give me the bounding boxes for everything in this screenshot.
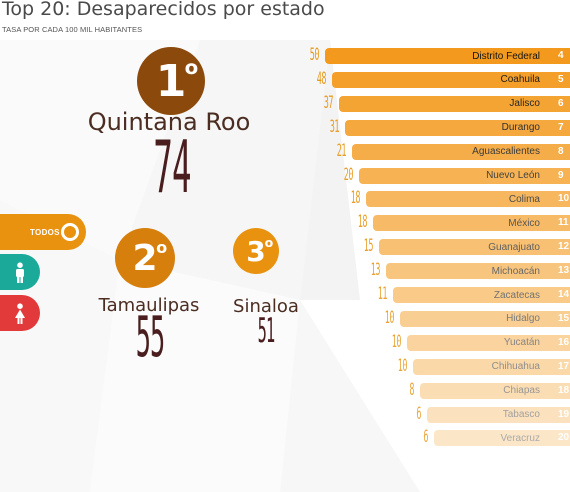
ranking-row-value: 31 [330, 116, 340, 137]
ranking-row-state: Hidalgo [506, 313, 540, 325]
ranking-row-bar[interactable]: Guanajuato [379, 239, 570, 256]
rank-3-value: 51 [257, 311, 276, 351]
male-person-icon [16, 262, 24, 283]
ranking-row-bar[interactable]: Tabasco [427, 406, 570, 423]
page-title: Top 20: Desaparecidos por estado [2, 0, 325, 20]
ranking-row-value: 18 [350, 188, 361, 209]
filter-male-tab[interactable] [0, 254, 40, 290]
ranking-row-value: 10 [384, 307, 395, 328]
ranking-row-state: Aguascalientes [472, 146, 540, 158]
ranking-row-state: México [508, 217, 540, 229]
ranking-row-rank: 15 [558, 312, 570, 324]
ranking-row-state: Chihuahua [491, 361, 540, 373]
ranking-row-bar[interactable]: Hidalgo [399, 310, 570, 327]
ranking-row-state: Tabasco [502, 409, 540, 420]
rank-2-number: 2 [132, 237, 158, 279]
ranking-row-rank: 16 [558, 336, 570, 348]
filter-todos-label: TODOS [30, 228, 60, 237]
ranking-row-bar[interactable]: Michoacán [386, 263, 570, 280]
ranking-row-state: Zacatecas [493, 289, 540, 301]
ranking-row-bar[interactable]: Distrito Federal [325, 48, 570, 64]
ranking-row-state: Jalisco [509, 98, 540, 110]
ranking-row-value: 37 [323, 92, 333, 113]
ranking-row-bar[interactable]: Aguascalientes [352, 143, 570, 160]
ranking-row-bar[interactable]: Jalisco [338, 95, 570, 112]
ranking-row-rank: 18 [558, 384, 570, 396]
ranking-row-rank: 20 [558, 432, 570, 444]
ranking-row-state: Coahuila [500, 74, 540, 86]
ranking-row-value: 8 [409, 379, 415, 400]
ranking-row-value: 50 [309, 45, 320, 65]
filter-todos-tab[interactable]: TODOS [0, 214, 86, 250]
ranking-row-rank: 19 [558, 408, 570, 420]
rank-1-state: Quintana Roo [87, 108, 251, 136]
ranking-row-value: 18 [357, 212, 367, 233]
rank-1-number: 1 [155, 55, 187, 107]
ranking-row-rank: 11 [558, 217, 569, 229]
ranking-row-bar[interactable]: Yucatán [406, 334, 570, 351]
ranking-row-state: Veracruz [500, 432, 540, 444]
ranking-row-value: 21 [336, 140, 347, 161]
ranking-row-value: 10 [391, 331, 401, 352]
ranking-row-bar[interactable]: Chiapas [420, 382, 570, 399]
ranking-row-state: Durango [501, 122, 540, 134]
ranking-row-value: 6 [416, 403, 421, 424]
rank-3-state: Sinaloa [233, 296, 299, 317]
ranking-row-bar[interactable]: Chihuahua [413, 358, 570, 375]
ranking-row-state: Guanajuato [488, 241, 540, 253]
rank-2-state: Tamaulipas [98, 295, 200, 316]
ranking-row-rank: 5 [558, 73, 564, 85]
ranking-row-value: 48 [316, 68, 327, 89]
ranking-row-rank: 17 [558, 360, 570, 372]
ranking-row-bar[interactable]: Nuevo León [359, 167, 570, 184]
ranking-row-value: 13 [370, 260, 381, 281]
ranking-row-rank: 4 [558, 50, 564, 61]
rank-1-ordinal: o [184, 56, 199, 80]
ranking-row-rank: 9 [558, 169, 564, 181]
ranking-row-rank: 6 [558, 97, 564, 109]
ranking-row-value: 10 [398, 355, 408, 376]
rank-1-value: 74 [153, 125, 191, 209]
ranking-row-rank: 14 [558, 289, 570, 300]
ranking-row-bar[interactable]: Zacatecas [393, 287, 570, 303]
rank-3-ordinal: o [264, 235, 274, 251]
ranking-row-bar[interactable]: México [372, 215, 570, 232]
ranking-row-value: 11 [377, 284, 388, 304]
rank-2-value: 55 [135, 305, 165, 370]
ranking-row-bar[interactable]: Veracruz [433, 430, 570, 447]
ranking-row-state: Michoacán [491, 265, 540, 277]
ranking-row-state: Distrito Federal [472, 50, 540, 62]
filter-female-tab[interactable] [0, 295, 40, 331]
ranking-row-state: Colima [508, 193, 540, 205]
ranking-row-state: Nuevo León [486, 170, 540, 181]
ranking-row-rank: 8 [558, 145, 564, 157]
ranking-row-value: 15 [364, 236, 374, 257]
selected-circle-icon [61, 223, 79, 241]
ranking-row-bar[interactable]: Coahuila [331, 71, 570, 88]
ranking-row-state: Yucatán [503, 337, 540, 349]
page-subtitle: TASA POR CADA 100 MIL HABITANTES [2, 25, 143, 34]
rank-2-ordinal: o [156, 238, 168, 258]
ranking-row-rank: 13 [558, 265, 570, 277]
rank-3-number: 3 [246, 234, 266, 268]
ranking-row-rank: 7 [558, 121, 564, 133]
ranking-row-value: 20 [343, 164, 354, 185]
ranking-row-bar[interactable]: Durango [345, 119, 570, 136]
female-person-icon [15, 303, 25, 324]
ranking-row-value: 6 [423, 427, 428, 448]
ranking-row-bar[interactable]: Colima [365, 191, 570, 208]
ranking-row-rank: 10 [558, 193, 570, 205]
ranking-row-state: Chiapas [503, 385, 540, 397]
ranking-row-rank: 12 [558, 241, 570, 253]
